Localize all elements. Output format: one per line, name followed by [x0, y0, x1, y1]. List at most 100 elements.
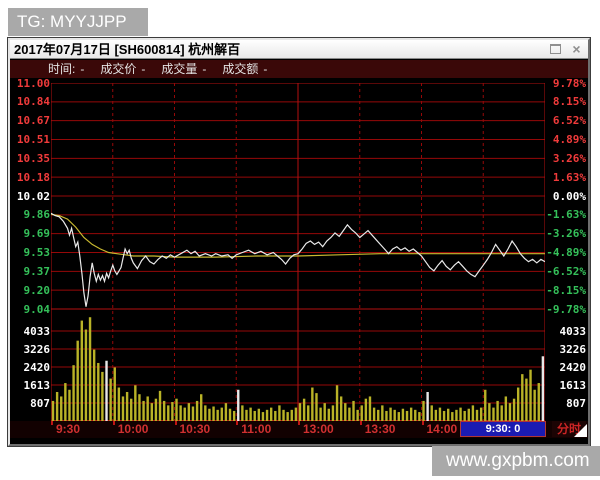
volume-bar: [257, 408, 261, 421]
volume-axis-label-left: 2420: [23, 360, 51, 374]
volume-bar: [249, 407, 252, 421]
volume-bar: [467, 408, 470, 421]
volume-bar: [500, 405, 503, 421]
percent-axis-label: -9.78%: [546, 302, 586, 316]
volume-bar: [274, 410, 277, 421]
percent-axis-label: 3.26%: [552, 151, 586, 165]
time-axis-tick: [174, 421, 177, 425]
quote-info-toolbar: 时间: - 成交价 - 成交量 - 成交额 -: [10, 60, 588, 78]
volume-bar: [72, 365, 75, 421]
volume-bar: [348, 407, 351, 421]
intraday-chart-plot[interactable]: [51, 83, 545, 422]
time-axis-label: 14:00: [426, 422, 458, 436]
volume-bar: [125, 391, 129, 421]
volume-bar: [385, 410, 388, 421]
volume-bars: [51, 317, 545, 421]
percent-axis-label: 1.63%: [552, 170, 586, 184]
cursor-time-readout: 9:30: 0: [460, 421, 546, 437]
volume-bar: [541, 356, 545, 421]
volume-bar: [134, 385, 137, 421]
volume-bar: [447, 408, 450, 421]
volume-bar: [241, 405, 244, 421]
volume-bar: [434, 409, 438, 421]
window-buttons: ×: [547, 42, 585, 56]
volume-bar: [253, 410, 256, 421]
volume-bar: [88, 317, 92, 421]
volume-bar: [356, 409, 359, 421]
volume-bar: [220, 407, 223, 421]
volume-bar: [335, 385, 339, 421]
volume-bar: [105, 360, 108, 421]
volume-bar: [146, 396, 149, 421]
corner-resize-triangle-icon[interactable]: [574, 424, 587, 437]
volume-bar: [212, 406, 215, 421]
volume-bar: [60, 396, 63, 421]
window-titlebar[interactable]: 2017年07月17日 [SH600814] 杭州解百 ×: [10, 40, 588, 59]
percent-axis-label: 0.00%: [552, 189, 586, 203]
volume-bar: [76, 340, 79, 421]
volume-bar: [290, 409, 293, 421]
volume-bar: [344, 403, 347, 421]
price-axis-label: 9.37: [23, 264, 51, 278]
volume-bar: [237, 389, 240, 421]
price-axis-label: 9.69: [23, 227, 51, 241]
time-axis-tick: [298, 421, 300, 425]
volume-bar: [455, 409, 458, 421]
volume-bar: [323, 403, 326, 421]
volume-bar: [504, 396, 508, 421]
percent-axis-label: -3.26%: [546, 227, 586, 241]
volume-bar: [438, 407, 442, 421]
volume-axis-label-right: 807: [566, 396, 586, 410]
close-button[interactable]: ×: [568, 42, 585, 56]
volume-bar: [216, 409, 219, 421]
volume-axis-label-left: 3226: [23, 342, 51, 356]
volume-bar: [130, 398, 133, 421]
volume-bar: [492, 407, 495, 421]
volume-bar: [64, 383, 67, 421]
volume-bar: [401, 408, 405, 421]
volume-bar: [121, 396, 125, 421]
toolbar-field: 成交额 -: [222, 62, 268, 76]
volume-bar: [471, 405, 475, 421]
volume-bar: [138, 394, 141, 421]
volume-bar: [195, 400, 199, 421]
volume-bar: [529, 369, 532, 421]
volume-bar: [319, 407, 322, 421]
volume-bar: [228, 408, 232, 421]
chart-content: 时间: - 成交价 - 成交量 - 成交额 - 11.00 10.84 10.67 10.51 10.…: [10, 60, 588, 444]
volume-bar: [92, 349, 96, 421]
price-axis-label: 10.35: [16, 151, 50, 165]
volume-bar: [167, 405, 170, 421]
toolbar-field: 成交量 -: [161, 62, 207, 76]
time-axis-label: 11:00: [241, 422, 272, 436]
volume-axis-label-right: 1613: [559, 378, 587, 392]
volume-bar: [191, 406, 195, 421]
volume-bar: [142, 400, 145, 421]
price-axis-label: 9.20: [23, 283, 51, 297]
maximize-button[interactable]: [547, 42, 564, 56]
volume-bar: [418, 412, 421, 421]
time-axis-label: 10:30: [179, 422, 211, 436]
price-axis-label: 9.04: [23, 302, 51, 316]
volume-bar: [302, 398, 306, 421]
volume-bar: [405, 410, 409, 421]
stock-chart-window: 2017年07月17日 [SH600814] 杭州解百 × 时间: - 成交价 - 成交…: [7, 37, 591, 447]
volume-bar: [393, 409, 396, 421]
volume-bar: [208, 408, 211, 421]
volume-bar: [484, 389, 487, 421]
toolbar-field: 时间: -: [48, 62, 85, 76]
time-axis-label: 13:30: [364, 422, 396, 436]
volume-bar: [97, 362, 100, 421]
watermark-banner-bottom: www.gxpbm.com: [432, 446, 600, 476]
time-axis: 9:30 10:00 10:30 11:00 13:00 13:30 14:00 9:30:…: [10, 421, 588, 438]
volume-bar: [463, 410, 466, 421]
volume-bar: [315, 393, 318, 421]
volume-bar: [475, 409, 479, 421]
volume-bar: [261, 412, 265, 421]
volume-bar: [496, 400, 499, 421]
volume-bar: [414, 409, 417, 421]
volume-bar: [51, 400, 55, 421]
volume-bar: [269, 407, 273, 421]
volume-bar: [339, 396, 343, 421]
